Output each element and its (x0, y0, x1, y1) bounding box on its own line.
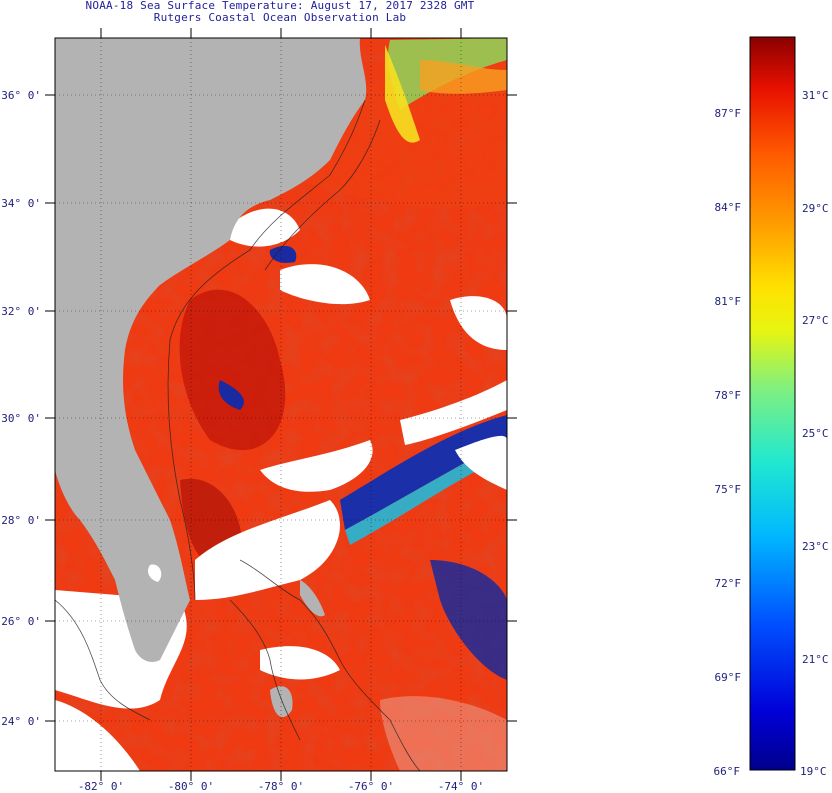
lat-label: 36° 0' (1, 89, 41, 102)
fahrenheit-label: 75°F (715, 483, 742, 496)
lat-label: 34° 0' (1, 197, 41, 210)
lat-label: 32° 0' (1, 305, 41, 318)
fahrenheit-label: 72°F (715, 577, 742, 590)
celsius-label: 27°C (802, 314, 829, 327)
sst-map: 36° 0' 34° 0' 32° 0' 30° 0' 28° 0' 26° 0… (1, 28, 517, 793)
bahamas-island (270, 686, 293, 718)
lon-label: -78° 0' (258, 780, 304, 793)
lat-label: 26° 0' (1, 615, 41, 628)
cloud-cover (450, 296, 507, 350)
bahamas-island (300, 580, 325, 617)
celsius-label: 21°C (802, 653, 829, 666)
map-title: NOAA-18 Sea Surface Temperature: August … (85, 0, 475, 12)
cloud-cover (195, 500, 340, 600)
fahrenheit-label: 66°F (714, 765, 741, 778)
land-area (55, 38, 367, 662)
celsius-label: 23°C (802, 540, 829, 553)
lon-label: -74° 0' (438, 780, 484, 793)
lat-label: 28° 0' (1, 514, 41, 527)
lat-label: 24° 0' (1, 715, 41, 728)
fahrenheit-label: 69°F (715, 671, 742, 684)
celsius-label: 19°C (800, 765, 827, 778)
graticule (55, 38, 507, 771)
cool-water-band (430, 560, 507, 680)
celsius-label: 29°C (802, 202, 829, 215)
colorbar-gradient (749, 36, 796, 771)
celsius-label: 25°C (802, 427, 829, 440)
lon-label: -82° 0' (78, 780, 124, 793)
map-subtitle: Rutgers Coastal Ocean Observation Lab (153, 11, 407, 24)
depth-contours (55, 99, 421, 771)
lon-label: -76° 0' (348, 780, 394, 793)
cloud-cover (400, 380, 507, 445)
cool-water-band (340, 415, 507, 530)
lon-label: -80° 0' (168, 780, 214, 793)
fahrenheit-label: 78°F (715, 389, 742, 402)
cloud-cover (230, 208, 300, 247)
fahrenheit-label: 81°F (715, 295, 742, 308)
warm-core-region (179, 289, 286, 451)
fahrenheit-label: 87°F (715, 107, 742, 120)
fahrenheit-label: 84°F (715, 201, 742, 214)
lat-label: 30° 0' (1, 412, 41, 425)
axis-ticks (45, 28, 517, 781)
celsius-label: 31°C (802, 89, 829, 102)
